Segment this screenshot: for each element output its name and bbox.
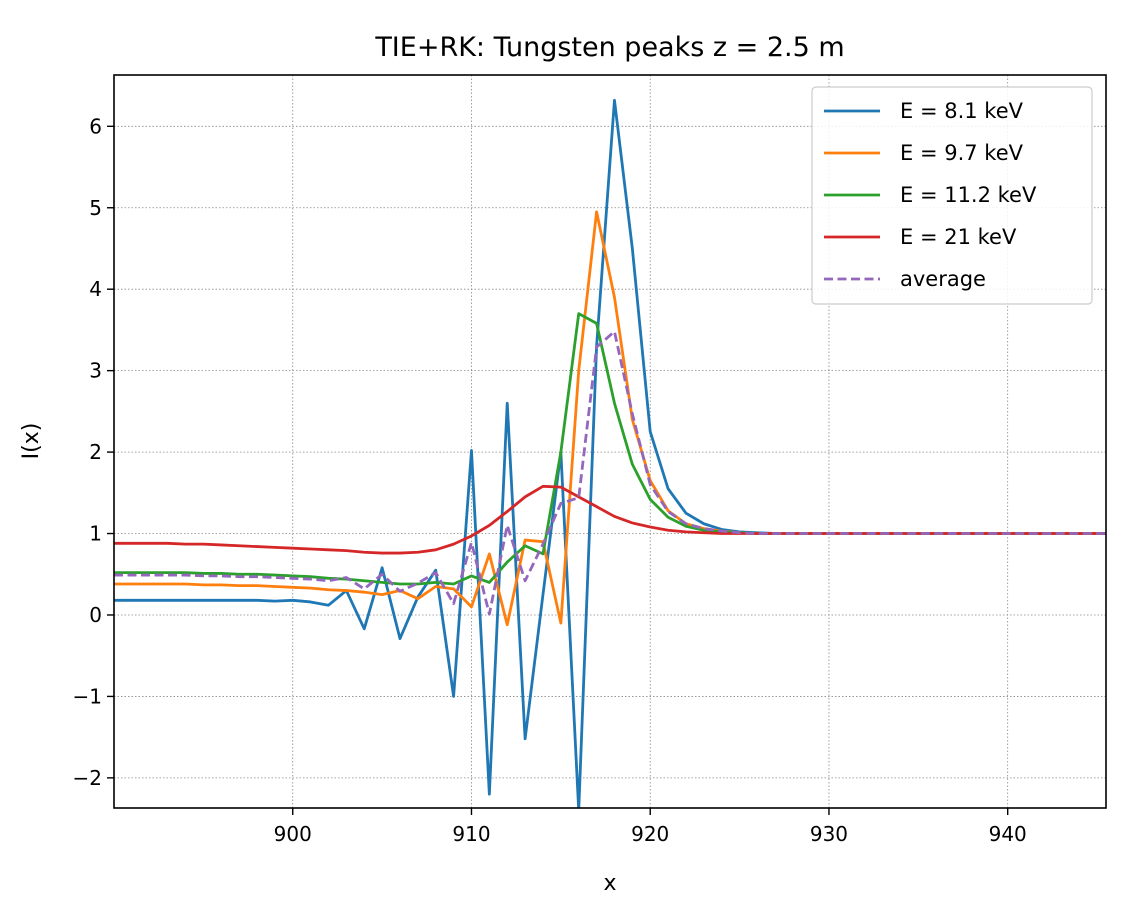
y-tick-label: 5 [89,196,102,220]
y-ticks: −2 −1 0 1 2 3 4 5 6 [73,114,114,790]
plot-frame [113,74,1107,809]
y-axis-label: I(x) [19,423,44,460]
legend-box [811,86,1093,305]
series-line-average [114,330,1106,616]
legend: E = 8.1 keV E = 9.7 keV E = 11.2 keV E = 21… [811,86,1093,305]
x-tick-label: 940 [989,822,1027,846]
y-tick-label: 3 [89,359,102,383]
y-tick-label: 2 [89,440,102,464]
legend-label-e-11-2-kev: E = 11.2 keV [900,183,1037,207]
x-tick-label: 920 [631,822,669,846]
y-tick-label: 1 [89,522,102,546]
y-tick-label: 6 [89,114,102,138]
x-tick-label: 910 [452,822,490,846]
legend-label-e-8-1-kev: E = 8.1 keV [900,99,1024,123]
chart-title: TIE+RK: Tungsten peaks z = 2.5 m [374,32,844,63]
legend-label-e-9-7-kev: E = 9.7 keV [900,141,1024,165]
y-tick-label: −1 [73,684,102,708]
legend-label-average: average [900,267,986,291]
x-ticks: 900 910 920 930 940 [274,808,1027,846]
legend-label-e-21-kev: E = 21 keV [900,225,1017,249]
x-axis-label: x [603,871,616,896]
y-tick-label: −2 [73,766,102,790]
series-lines [114,98,1106,808]
y-tick-label: 0 [89,603,102,627]
y-tick-label: 4 [89,277,102,301]
x-tick-label: 930 [810,822,848,846]
x-tick-label: 900 [274,822,312,846]
